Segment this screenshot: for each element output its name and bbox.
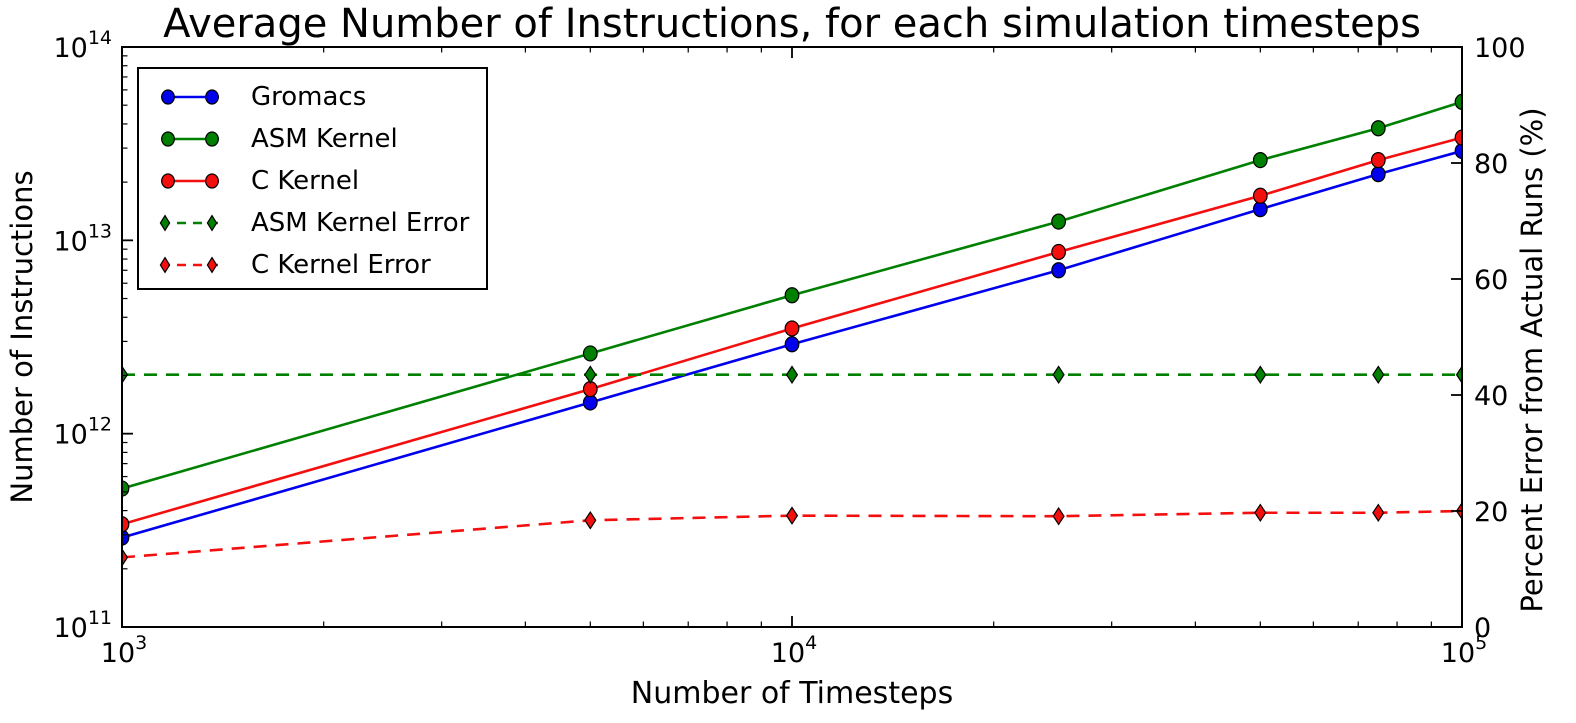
y-left-tick-label: 1014 xyxy=(53,27,112,64)
data-point-marker xyxy=(1370,120,1386,137)
x-tick-label: 103 xyxy=(101,632,147,669)
y-right-tick-label: 100 xyxy=(1474,33,1526,64)
x-tick-label: 105 xyxy=(1441,632,1487,669)
data-point-marker xyxy=(1051,243,1067,261)
legend-item-label: ASM Kernel xyxy=(251,124,398,154)
x-axis-label: Number of Timesteps xyxy=(630,676,954,711)
legend-item-label: C Kernel xyxy=(251,166,360,196)
data-point-marker xyxy=(784,320,800,337)
y-right-tick-label: 0 xyxy=(1474,613,1491,644)
legend-item-asm-kernel-error: ASM Kernel Error xyxy=(139,202,486,244)
y-right-tick-label: 40 xyxy=(1474,381,1508,412)
series-c-kernel-error xyxy=(121,501,1463,567)
series-gromacs xyxy=(121,142,1463,546)
x-tick-label: 104 xyxy=(771,632,817,669)
data-point-marker xyxy=(784,287,800,304)
y-right-tick-label: 80 xyxy=(1474,149,1508,180)
data-point-marker xyxy=(582,345,598,362)
chart-title: Average Number of Instructions, for each… xyxy=(163,1,1421,47)
data-point-marker xyxy=(784,336,800,353)
legend-swatch xyxy=(161,131,219,147)
data-point-marker xyxy=(1051,262,1067,279)
data-point-marker xyxy=(1372,503,1385,523)
data-point-marker xyxy=(1370,152,1386,169)
data-point-marker xyxy=(584,510,597,530)
y-left-axis-label: Number of Instructions xyxy=(5,170,39,504)
data-point-marker xyxy=(1370,166,1386,183)
data-point-marker xyxy=(785,506,799,525)
legend-swatch xyxy=(161,89,219,105)
legend: Gromacs ASM Kernel C Kernel ASM Kernel Erro… xyxy=(137,67,488,290)
data-point-marker xyxy=(1052,365,1065,384)
legend-item-gromacs: Gromacs xyxy=(139,76,486,118)
y-left-tick-label: 1013 xyxy=(53,220,112,257)
data-point-marker xyxy=(1254,503,1267,523)
series-asm-kernel-error xyxy=(121,365,1463,384)
axis-ticks xyxy=(121,46,1463,628)
legend-item-asm-kernel: ASM Kernel xyxy=(139,118,486,160)
data-point-marker xyxy=(1252,152,1268,169)
y-right-axis-label: Percent Error from Actual Runs (%) xyxy=(1515,107,1549,613)
legend-item-label: Gromacs xyxy=(251,82,367,112)
legend-item-c-kernel-error: C Kernel Error xyxy=(139,244,486,286)
y-left-tick-label: 1012 xyxy=(53,414,112,451)
y-left-tick-label: 1011 xyxy=(53,607,112,644)
legend-item-label: C Kernel Error xyxy=(251,250,431,280)
legend-swatch xyxy=(159,256,219,274)
legend-item-c-kernel: C Kernel xyxy=(139,160,486,202)
data-point-marker xyxy=(1252,201,1268,218)
y-right-tick-label: 60 xyxy=(1474,265,1508,296)
legend-swatch xyxy=(161,173,219,189)
data-point-marker xyxy=(584,365,597,384)
data-point-marker xyxy=(582,394,598,411)
data-point-marker xyxy=(1051,213,1067,230)
data-point-marker xyxy=(1254,365,1267,384)
data-point-marker xyxy=(785,365,799,384)
y-right-tick-label: 20 xyxy=(1474,497,1508,528)
legend-swatch xyxy=(159,214,219,232)
data-point-marker xyxy=(1252,187,1268,204)
legend-item-label: ASM Kernel Error xyxy=(251,208,470,238)
data-point-marker xyxy=(1052,506,1065,526)
data-point-marker xyxy=(1372,365,1385,384)
